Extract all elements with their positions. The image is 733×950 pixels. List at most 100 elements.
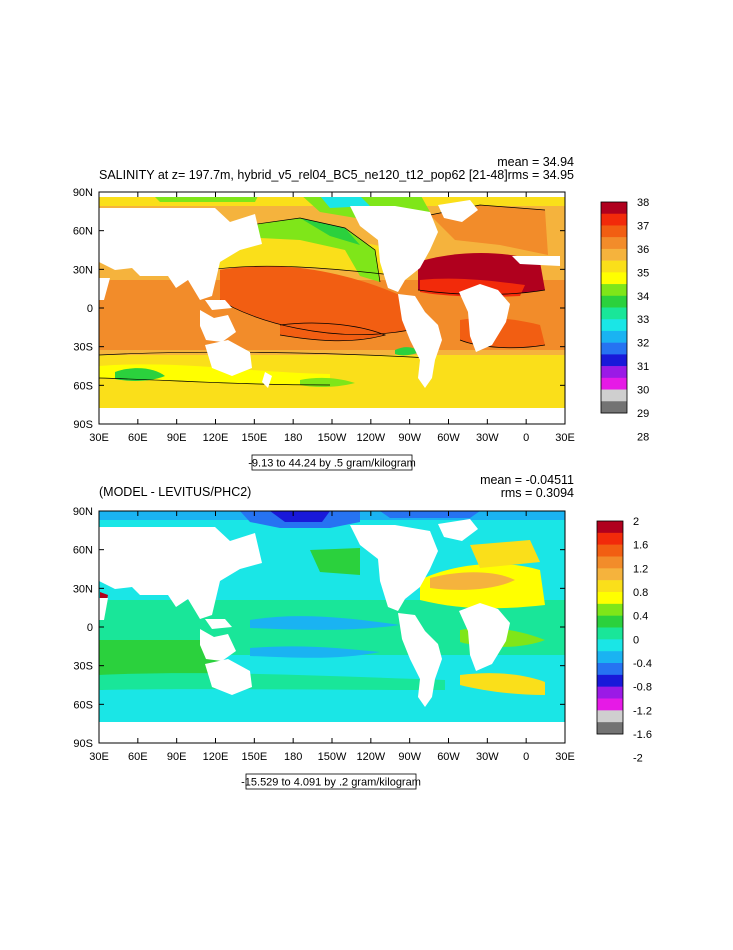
difference-colorbar: 2 1.6 1.2 0.8 0.4 0 -0.4 -0.8 -1.2 -1.6 -2: [596, 516, 652, 765]
colorbar-swatch: [601, 389, 627, 402]
colorbar-swatch: [597, 568, 623, 581]
salinity-panel: SALINITY at z= 197.7m, hybrid_v5_rel04_B…: [73, 155, 649, 471]
x-tick-label: 150W: [318, 751, 347, 763]
difference-range-box: [245, 773, 417, 790]
salinity-colorbar: 38 37 36 35 34 33 32 31 30 29 28: [600, 197, 649, 443]
colorbar-swatch: [601, 237, 627, 250]
x-tick-label: 150E: [241, 432, 267, 444]
x-tick-label: 90W: [398, 432, 421, 444]
colorbar-swatch: [601, 319, 627, 332]
colorbar-swatch: [597, 615, 623, 628]
salinity-rms: rms = 34.95: [508, 168, 574, 182]
x-tick-label: 0: [523, 432, 529, 444]
x-tick-label: 90W: [398, 751, 421, 763]
x-tick-label: 180: [284, 432, 302, 444]
colorbar-label: 38: [637, 197, 649, 209]
difference-map: [99, 511, 565, 743]
colorbar-swatch: [601, 377, 627, 390]
colorbar-frame: [600, 201, 628, 414]
x-tick-label: 60E: [128, 432, 148, 444]
colorbar-swatch: [597, 722, 623, 735]
colorbar-swatch: [601, 260, 627, 273]
y-tick-label: 60N: [73, 226, 93, 238]
x-tick-label: 120W: [356, 751, 385, 763]
x-tick-label: 180: [284, 751, 302, 763]
colorbar-swatch: [601, 295, 627, 308]
x-tick-label: 150W: [318, 432, 347, 444]
colorbar-label: -0.8: [633, 682, 652, 694]
colorbar-label: 0: [633, 634, 639, 646]
colorbar-swatch: [601, 213, 627, 226]
colorbar-label: 37: [637, 220, 649, 232]
colorbar-label: 0.4: [633, 611, 648, 623]
colorbar-swatch: [601, 248, 627, 261]
x-tick-label: 120E: [203, 432, 229, 444]
colorbar-label: 1.2: [633, 563, 648, 575]
colorbar-label: 35: [637, 267, 649, 279]
y-tick-label: 60N: [73, 545, 93, 557]
x-tick-label: 60W: [437, 432, 460, 444]
y-tick-label: 0: [87, 303, 93, 315]
x-tick-label: 30W: [476, 432, 499, 444]
colorbar-label: 31: [637, 361, 649, 373]
colorbar-label: 33: [637, 314, 649, 326]
colorbar-swatch: [601, 225, 627, 238]
colorbar-label: 36: [637, 244, 649, 256]
y-tick-label: 60S: [73, 380, 93, 392]
colorbar-label: -2: [633, 753, 643, 765]
y-tick-label: 90N: [73, 187, 93, 199]
colorbar-swatch: [601, 354, 627, 367]
x-tick-label: 90E: [167, 751, 187, 763]
colorbar-label: 0.8: [633, 587, 648, 599]
colorbar-label: -0.4: [633, 658, 652, 670]
colorbar-swatch: [601, 330, 627, 343]
colorbar-swatch: [601, 272, 627, 285]
colorbar-swatch: [601, 342, 627, 355]
x-tick-label: 60W: [437, 751, 460, 763]
x-tick-label: 30W: [476, 751, 499, 763]
x-tick-label: 0: [523, 751, 529, 763]
y-tick-label: 90S: [73, 738, 93, 750]
colorbar-label: 29: [637, 408, 649, 420]
colorbar-label: 30: [637, 385, 649, 397]
y-tick-label: 0: [87, 622, 93, 634]
colorbar-label: -1.2: [633, 705, 652, 717]
x-tick-label: 60E: [128, 751, 148, 763]
y-tick-label: 30N: [73, 583, 93, 595]
colorbar-swatch: [597, 580, 623, 593]
colorbar-swatch: [597, 651, 623, 664]
x-tick-label: 30E: [555, 751, 575, 763]
colorbar-label: 28: [637, 431, 649, 443]
y-tick-label: 30S: [73, 661, 93, 673]
colorbar-label: -1.6: [633, 729, 652, 741]
x-tick-label: 150E: [241, 751, 267, 763]
colorbar-swatch: [597, 686, 623, 699]
colorbar-swatch: [597, 592, 623, 605]
colorbar-label: 32: [637, 338, 649, 350]
colorbar-swatch: [601, 202, 627, 215]
colorbar-frame: [596, 520, 624, 735]
y-tick-label: 60S: [73, 699, 93, 711]
salinity-map: [99, 192, 565, 424]
x-tick-label: 90E: [167, 432, 187, 444]
x-tick-label: 30E: [89, 751, 109, 763]
colorbar-swatch: [597, 639, 623, 652]
difference-title: (MODEL - LEVITUS/PHC2): [99, 485, 251, 499]
difference-panel: (MODEL - LEVITUS/PHC2) mean = -0.04511 r…: [73, 473, 652, 790]
colorbar-swatch: [597, 603, 623, 616]
difference-axes: 30E 60E 90E 120E 150E 180 150W 120W 90W 60W 30W 0 30…: [73, 506, 575, 763]
colorbar-swatch: [597, 532, 623, 545]
colorbar-swatch: [597, 627, 623, 640]
colorbar-swatch: [601, 366, 627, 379]
colorbar-swatch: [597, 698, 623, 711]
colorbar-swatch: [597, 521, 623, 534]
y-tick-label: 90N: [73, 506, 93, 518]
difference-range-note: -15.529 to 4.091 by .2 gram/kilogram: [241, 777, 421, 789]
colorbar-label: 34: [637, 291, 649, 303]
colorbar-swatch: [597, 556, 623, 569]
colorbar-swatch: [597, 674, 623, 687]
y-tick-label: 30S: [73, 342, 93, 354]
salinity-range-box: [251, 454, 413, 471]
y-tick-label: 90S: [73, 419, 93, 431]
